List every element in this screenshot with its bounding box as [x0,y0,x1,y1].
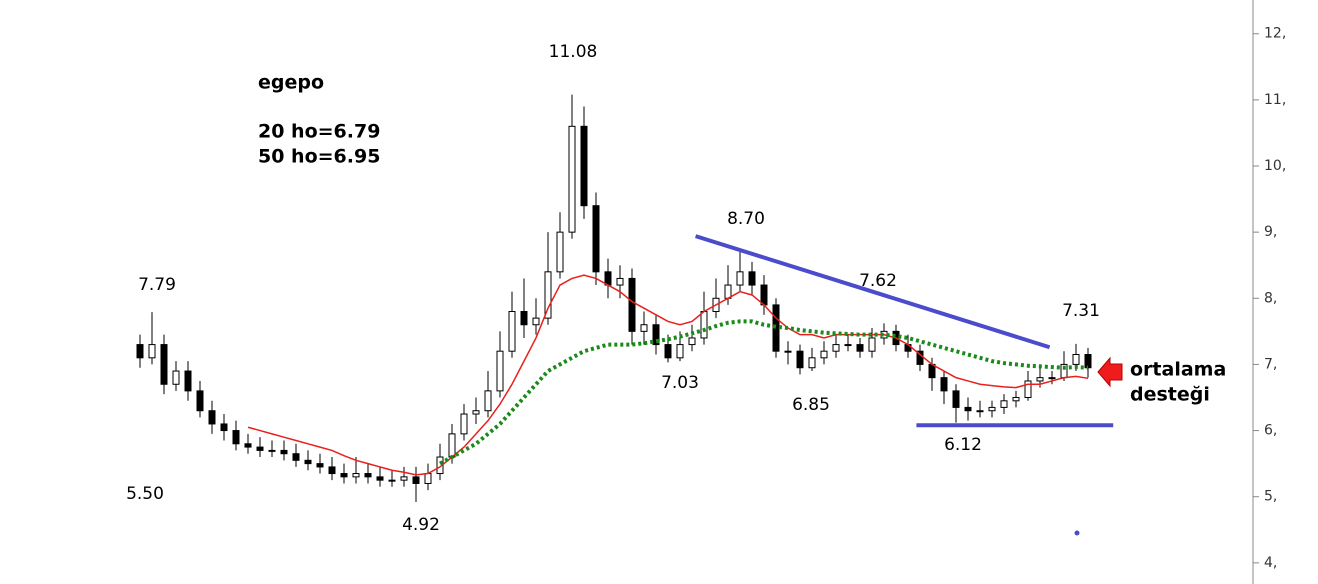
candle-body [664,344,672,359]
y-tick-label: 12, [1264,26,1286,42]
candle-body [700,311,708,339]
candle-body [304,459,312,465]
candle-body [244,443,252,448]
candle-body [832,344,840,352]
candle-body [160,344,168,385]
candle-body [496,350,504,392]
candle-body [316,463,324,468]
candle-body [820,350,828,359]
candle-body [520,311,528,326]
callout-text: desteği [1130,384,1210,406]
moving-average [439,319,1089,466]
candle-body [628,277,636,332]
info-line: 20 ho=6.79 [258,121,380,143]
candle-body [808,357,816,369]
candle-body [364,473,372,478]
candle-body [508,311,516,352]
candle-body [280,449,288,455]
candle-body [412,476,420,484]
candle-body [748,271,756,286]
chart-title: egepo [258,72,324,94]
price-annotation: 4.92 [402,515,440,535]
price-annotation: 7.31 [1062,301,1100,321]
price-annotation: 7.79 [138,275,176,295]
y-tick-label: 7, [1264,356,1277,372]
candle-body [856,344,864,352]
callout-arrow [1097,356,1123,388]
candle-body [1072,354,1080,365]
candle-body [1048,377,1056,380]
candle-body [1024,380,1032,398]
candle-body [1012,396,1020,402]
candle-body [256,446,264,451]
candle-body [232,430,240,445]
candle-body [1036,377,1044,382]
candle-body [688,337,696,346]
candle-body [544,271,552,319]
y-tick-label: 6, [1264,423,1277,439]
trend-line [695,234,1051,350]
price-annotation: 7.62 [859,271,897,291]
moving-average [247,274,1089,476]
candle-body [868,337,876,352]
candle-body [1000,400,1008,408]
y-tick-label: 8, [1264,290,1277,306]
candle-body [196,390,204,412]
candle-body [592,205,600,273]
price-annotation: 8.70 [727,209,765,229]
candle-body [796,350,804,369]
candle-body [136,344,144,359]
y-tick-label: 4, [1264,555,1277,571]
candle-body [448,433,456,458]
candle-body [424,473,432,484]
candle-body [940,377,948,392]
candle-body [616,277,624,286]
candle-body [220,423,228,432]
candle-body [976,410,984,413]
y-tick-label: 10, [1264,158,1286,174]
candle-body [652,324,660,346]
y-tick-label: 11, [1264,92,1286,108]
candle-body [844,344,852,347]
candle-body [460,413,468,435]
candle-body [580,125,588,207]
callout-text: ortalama [1130,359,1226,381]
candle-body [952,390,960,408]
candle-body [736,271,744,286]
candle-body [784,350,792,353]
candle-body [988,406,996,412]
candle-body [760,284,768,306]
candle-body [640,324,648,332]
candle-body [532,317,540,326]
info-line: 50 ho=6.95 [258,146,380,168]
y-tick-label: 5, [1264,489,1277,505]
candle-body [352,473,360,478]
price-annotation: 6.12 [944,435,982,455]
candle-body [568,125,576,233]
price-annotation: 6.85 [792,395,830,415]
candle-body [376,476,384,481]
candle-body [484,390,492,412]
price-annotation: 7.03 [661,373,699,393]
candle-body [208,410,216,425]
candle-body [292,453,300,461]
candle-body [172,370,180,385]
candle-body [148,344,156,359]
marker-dot [1074,530,1080,536]
candle-body [184,370,192,392]
candle-body [328,466,336,475]
candle-body [556,231,564,273]
candle-body [676,344,684,359]
candle-body [964,406,972,412]
y-tick-label: 9, [1264,224,1277,240]
candle-body [388,479,396,482]
candle-body [400,476,408,481]
candle-body [340,473,348,478]
candle-body [472,410,480,415]
price-annotation: 5.50 [126,484,164,504]
price-annotation: 11.08 [549,42,598,62]
candle-body [268,449,276,452]
